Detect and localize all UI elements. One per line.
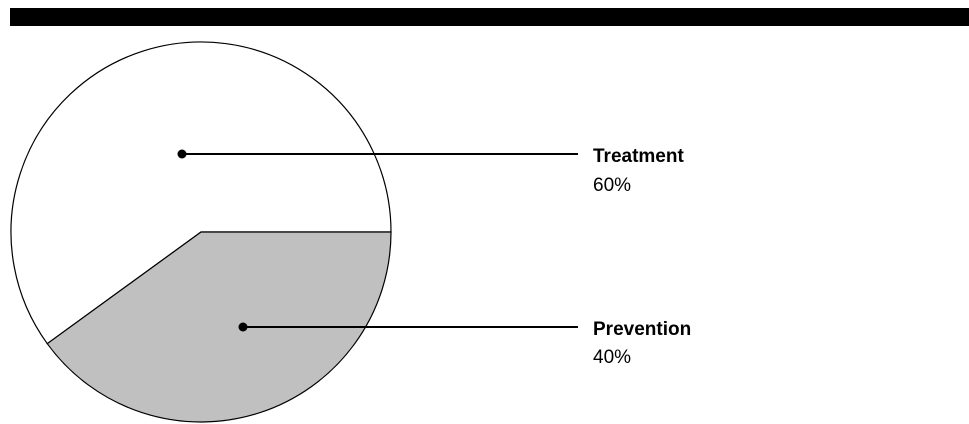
slice-label-prevention: Prevention [593, 319, 691, 340]
pie-slice-treatment [10, 41, 392, 345]
slice-label-treatment: Treatment [593, 146, 684, 167]
leader-lines [177, 149, 578, 332]
pie-slice-prevention [46, 231, 392, 423]
leader-dot-prevention [238, 322, 248, 332]
slice-value-treatment: 60% [593, 175, 631, 196]
slice-value-prevention: 40% [593, 347, 631, 368]
top-header-bar [10, 8, 969, 26]
pie-slices [10, 41, 392, 423]
leader-dot-treatment [177, 149, 187, 159]
slice-labels: Treatment 60% Prevention 40% [593, 146, 691, 368]
